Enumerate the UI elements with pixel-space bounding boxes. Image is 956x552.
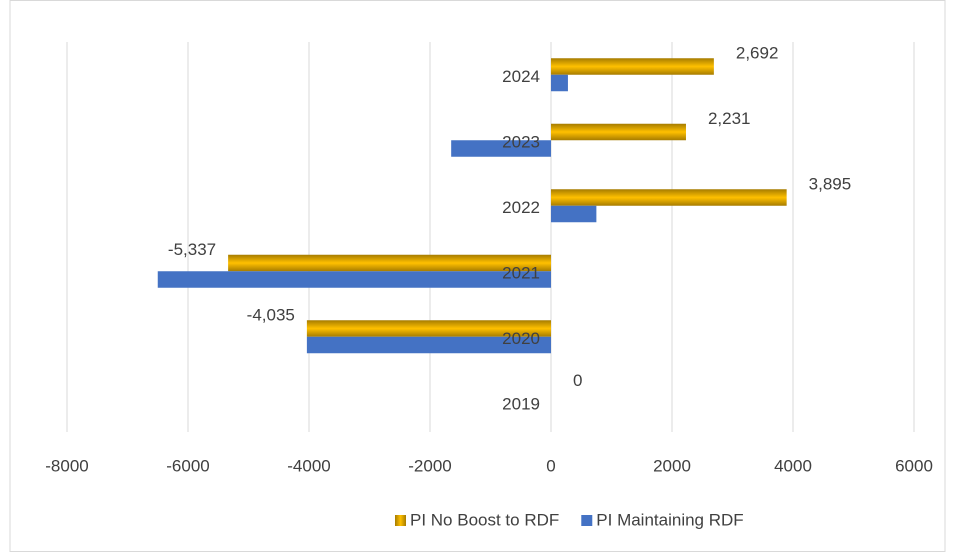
bar [551, 189, 787, 206]
bar [551, 74, 568, 92]
bar [551, 205, 597, 223]
bar [228, 254, 551, 272]
legend-swatch [395, 515, 406, 526]
data-label: 0 [573, 371, 582, 390]
legend-label: PI Maintaining RDF [596, 510, 743, 529]
x-tick-label: -4000 [287, 456, 330, 475]
y-tick-label: 2019 [502, 395, 540, 414]
data-label: 2,692 [736, 44, 779, 63]
y-tick-label: 2021 [502, 264, 540, 283]
x-tick-label: -6000 [166, 456, 209, 475]
bar [451, 140, 551, 157]
legend-label: PI No Boost to RDF [410, 510, 559, 529]
y-tick-label: 2020 [502, 329, 540, 348]
data-label: 2,231 [708, 109, 751, 128]
y-tick-label: 2023 [502, 133, 540, 152]
bar [551, 123, 686, 141]
x-tick-label: 4000 [774, 456, 812, 475]
x-tick-label: 6000 [895, 456, 933, 475]
y-tick-label: 2022 [502, 198, 540, 217]
legend-swatch [581, 515, 593, 526]
data-label: -4,035 [247, 306, 295, 325]
x-tick-label: 2000 [653, 456, 691, 475]
bar [157, 271, 551, 288]
bar [551, 58, 714, 75]
data-label: 3,895 [809, 175, 852, 194]
x-tick-label: 0 [546, 456, 555, 475]
bar [306, 336, 551, 354]
x-tick-label: -2000 [408, 456, 451, 475]
x-tick-label: -8000 [45, 456, 88, 475]
y-tick-label: 2024 [502, 67, 540, 86]
data-label: -5,337 [168, 240, 216, 259]
bar [306, 320, 551, 337]
